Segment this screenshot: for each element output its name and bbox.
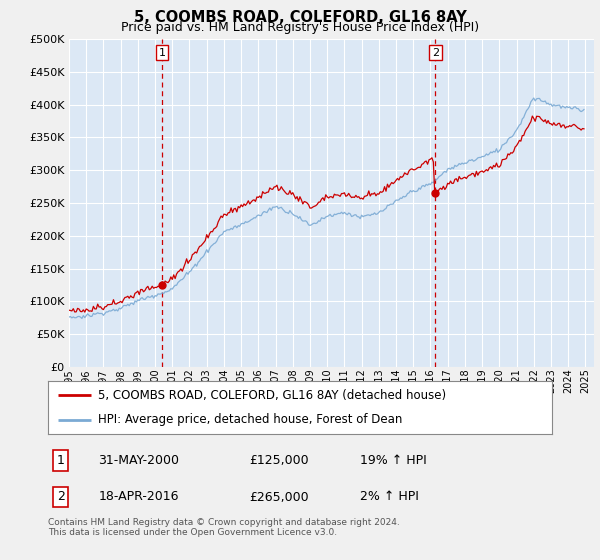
Text: 5, COOMBS ROAD, COLEFORD, GL16 8AY: 5, COOMBS ROAD, COLEFORD, GL16 8AY [134, 10, 466, 25]
Text: Contains HM Land Registry data © Crown copyright and database right 2024.
This d: Contains HM Land Registry data © Crown c… [48, 518, 400, 538]
Text: 31-MAY-2000: 31-MAY-2000 [98, 454, 179, 467]
Text: £265,000: £265,000 [250, 491, 309, 503]
Text: Price paid vs. HM Land Registry's House Price Index (HPI): Price paid vs. HM Land Registry's House … [121, 21, 479, 34]
Text: 1: 1 [56, 454, 65, 467]
Text: 1: 1 [158, 48, 166, 58]
Text: 2: 2 [432, 48, 439, 58]
Text: 2% ↑ HPI: 2% ↑ HPI [361, 491, 419, 503]
Text: HPI: Average price, detached house, Forest of Dean: HPI: Average price, detached house, Fore… [98, 413, 403, 426]
Text: £125,000: £125,000 [250, 454, 309, 467]
Text: 19% ↑ HPI: 19% ↑ HPI [361, 454, 427, 467]
Text: 18-APR-2016: 18-APR-2016 [98, 491, 179, 503]
Text: 2: 2 [56, 491, 65, 503]
Text: 5, COOMBS ROAD, COLEFORD, GL16 8AY (detached house): 5, COOMBS ROAD, COLEFORD, GL16 8AY (deta… [98, 389, 446, 402]
